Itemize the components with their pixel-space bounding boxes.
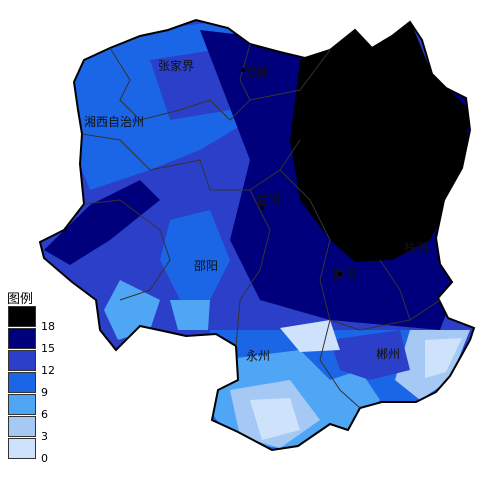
- legend-tick-label: 12: [41, 364, 55, 377]
- label-chenzhou: 郴州: [376, 347, 400, 361]
- zone-0-c: [280, 320, 340, 352]
- zone-6-c: [170, 300, 210, 330]
- city-markers: [241, 68, 342, 276]
- legend-swatch: [8, 394, 36, 415]
- zone-0-se: [425, 338, 462, 378]
- label-yiyang: 益阳: [256, 193, 280, 207]
- boundary-line: [83, 199, 171, 301]
- legend-tick-label: 3: [41, 430, 48, 443]
- boundary-line: [235, 189, 271, 347]
- label-hengyang: 衡阳: [332, 267, 356, 281]
- prefecture-boundaries: [81, 43, 441, 409]
- legend-tick-label: 9: [41, 386, 48, 399]
- city-labels: 张家界 常德 湘西自治州 益阳 邵阳 衡阳 株洲 永州 郴州: [84, 58, 428, 363]
- label-yongzhou: 永州: [246, 349, 270, 363]
- legend-title: 图例: [7, 292, 34, 307]
- boundary-line: [239, 43, 331, 101]
- label-shaoyang: 邵阳: [194, 259, 218, 273]
- boundary-line: [379, 259, 411, 321]
- boundary-line: [319, 319, 361, 409]
- boundary-line: [81, 133, 301, 191]
- zone-18: [290, 20, 470, 262]
- zone-12-s: [330, 330, 410, 380]
- legend-swatch: [8, 350, 36, 371]
- label-zhuzhou: 株洲: [404, 240, 428, 255]
- legend-tick-label: 15: [41, 342, 55, 355]
- city-marker: [338, 272, 342, 276]
- boundary-line: [109, 47, 251, 121]
- legend-swatch: [8, 372, 36, 393]
- legend-swatch: [8, 438, 36, 459]
- legend-swatch: [8, 416, 36, 437]
- label-changde: 常德: [244, 64, 268, 79]
- label-zhangjiajie: 张家界: [158, 58, 194, 73]
- city-marker: [260, 206, 264, 210]
- map-legend: 图例 18 15 12 9 6 3 0: [6, 288, 66, 474]
- zone-15-w: [44, 180, 160, 265]
- legend-tick-label: 6: [41, 408, 48, 421]
- zone-9-c: [160, 210, 230, 300]
- zone-12-nw: [150, 50, 230, 120]
- label-xiangxi: 湘西自治州: [84, 114, 144, 129]
- city-marker: [241, 68, 245, 72]
- zone-6-sw: [104, 280, 160, 340]
- boundary-line: [279, 169, 441, 331]
- zone-0-s: [250, 398, 300, 440]
- province-boundary: [38, 18, 476, 452]
- legend-swatch: [8, 328, 36, 349]
- legend-swatch: [8, 306, 36, 327]
- legend-tick-label: 18: [41, 320, 55, 333]
- legend-tick-label: 0: [41, 452, 48, 465]
